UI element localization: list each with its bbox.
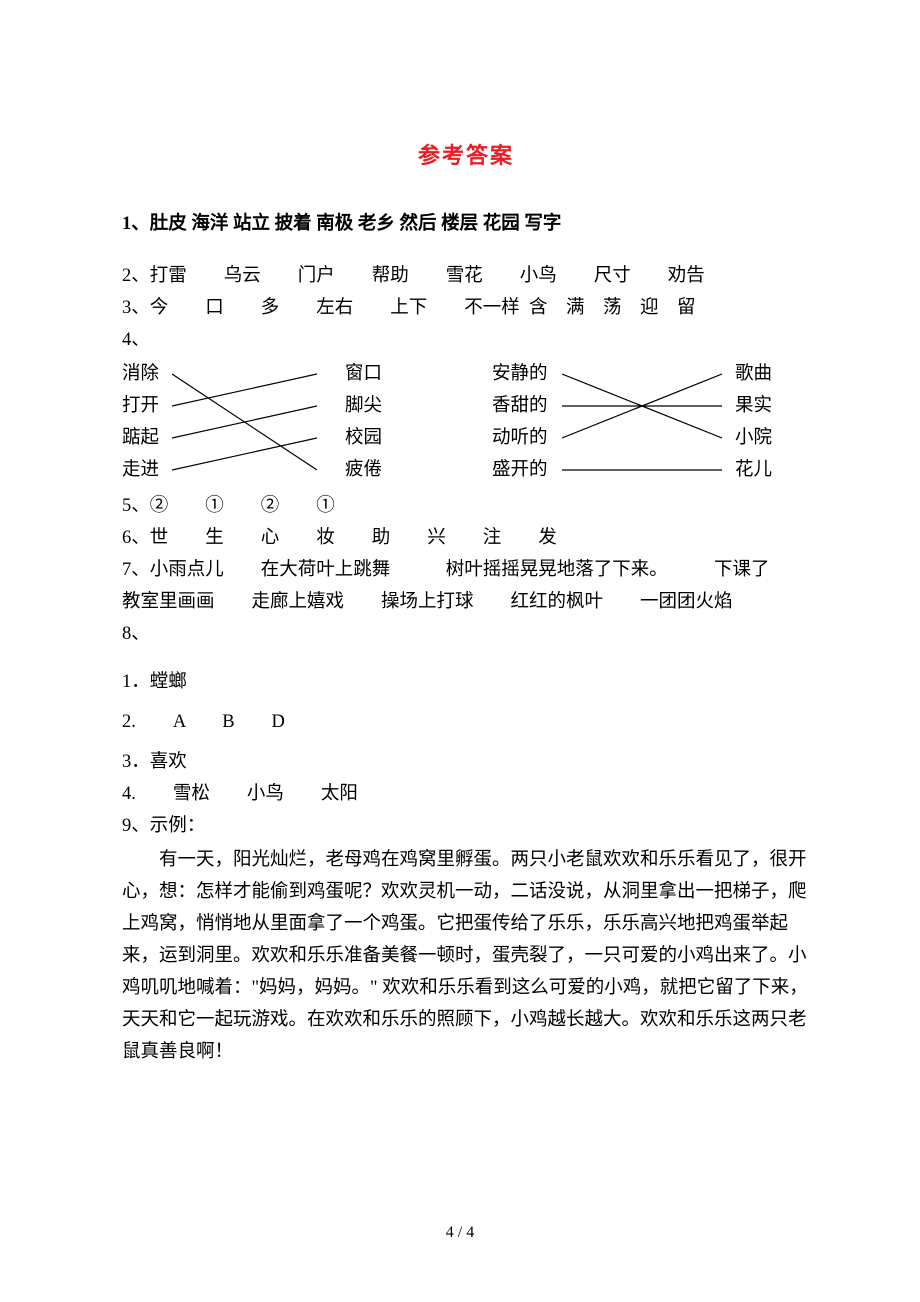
q4-b1-right-col: 窗口 脚尖 校园 疲倦 [345, 358, 382, 486]
q8-a3: 3．喜欢 [122, 746, 810, 778]
q7-line1: 7、小雨点儿 在大荷叶上跳舞 树叶摇摇晃晃地落了下来。 下课了 [122, 554, 810, 586]
q4-b1-l1: 打开 [122, 390, 159, 422]
q4-block1: 消除 打开 踮起 走进 窗口 脚尖 校园 疲倦 [122, 358, 382, 486]
q4-b1-r0: 窗口 [345, 358, 382, 390]
q4-b1-l0: 消除 [122, 358, 159, 390]
q2-answer: 2、打雷 乌云 门户 帮助 雪花 小鸟 尺寸 劝告 [122, 260, 810, 292]
q4-b1-r1: 脚尖 [345, 390, 382, 422]
q4-b2-r2: 小院 [735, 422, 772, 454]
q4-b2-r1: 果实 [735, 390, 772, 422]
q4-b2-r0: 歌曲 [735, 358, 772, 390]
q4-b2-l0: 安静的 [492, 358, 548, 390]
q6-answer: 6、世 生 心 妆 助 兴 注 发 [122, 522, 810, 554]
q9-story: 有一天，阳光灿烂，老母鸡在鸡窝里孵蛋。两只小老鼠欢欢和乐乐看见了，很开心，想：怎… [122, 844, 810, 1068]
q4-b2-r3: 花儿 [735, 454, 772, 486]
q4-b1-r2: 校园 [345, 422, 382, 454]
q4-b2-l3: 盛开的 [492, 454, 548, 486]
q9-label: 9、示例： [122, 810, 810, 842]
q4-b1-lines [172, 358, 317, 486]
q8-label: 8、 [122, 618, 810, 650]
q4-b2-l2: 动听的 [492, 422, 548, 454]
q4-block2: 安静的 香甜的 动听的 盛开的 歌曲 果实 小院 花儿 [492, 358, 772, 486]
q3-answer: 3、今 口 多 左右 上下 不一样 含 满 荡 迎 留 [122, 292, 810, 324]
q8-a2: 2. A B D [122, 706, 810, 738]
q4-matching: 消除 打开 踮起 走进 窗口 脚尖 校园 疲倦 安静的 香甜的 动听的 盛开的 … [122, 358, 810, 486]
page-number: 4 / 4 [0, 1224, 920, 1242]
q4-label: 4、 [122, 324, 810, 356]
q4-b2-right-col: 歌曲 果实 小院 花儿 [735, 358, 772, 486]
q4-b1-l2: 踮起 [122, 422, 159, 454]
q4-b1-r3: 疲倦 [345, 454, 382, 486]
q7-line2: 教室里画画 走廊上嬉戏 操场上打球 红红的枫叶 一团团火焰 [122, 586, 810, 618]
q8-a4: 4. 雪松 小鸟 太阳 [122, 778, 810, 810]
q4-b2-lines [562, 358, 722, 486]
q1-answer: 1、肚皮 海洋 站立 披着 南极 老乡 然后 楼层 花园 写字 [122, 208, 810, 240]
q8-a1: 1．螳螂 [122, 666, 810, 698]
q5-answer: 5、② ① ② ① [122, 490, 810, 522]
q4-b1-l3: 走进 [122, 454, 159, 486]
q4-b2-left-col: 安静的 香甜的 动听的 盛开的 [492, 358, 548, 486]
answer-key-title: 参考答案 [122, 138, 810, 170]
q4-b1-left-col: 消除 打开 踮起 走进 [122, 358, 159, 486]
q4-b2-l1: 香甜的 [492, 390, 548, 422]
